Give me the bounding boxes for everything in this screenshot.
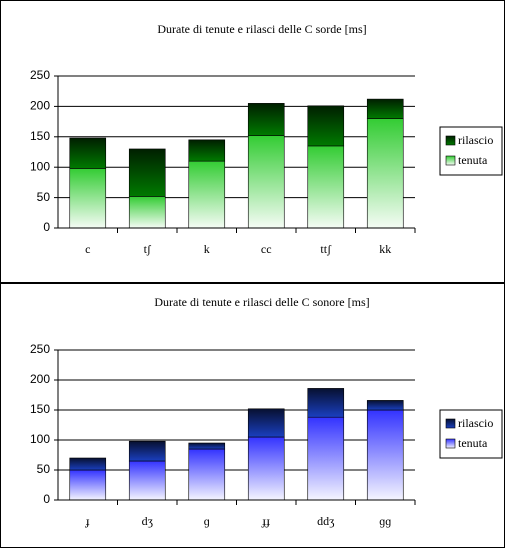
y-tick-label: 200 <box>30 99 50 113</box>
y-tick-label: 250 <box>30 68 50 82</box>
y-tick-label: 50 <box>37 462 51 476</box>
bar-segment <box>307 388 345 418</box>
x-tick-label: ɡɡ <box>379 514 391 528</box>
legend-swatch <box>445 418 456 429</box>
y-tick-label: 50 <box>37 190 51 204</box>
legend-label: rilascio <box>458 133 493 147</box>
legend-label: tenuta <box>458 153 488 167</box>
x-tick-label: c <box>85 242 90 256</box>
bar-segment <box>247 135 285 229</box>
bar-segment <box>307 105 345 147</box>
bar-segment <box>69 168 107 229</box>
bar-segment <box>188 160 226 229</box>
legend-swatch <box>445 155 456 166</box>
y-tick-label: 0 <box>43 220 50 234</box>
x-tick-label: ddʒ <box>317 514 334 528</box>
legend-label: rilascio <box>458 416 493 430</box>
x-tick-label: kk <box>379 242 391 256</box>
bar-segment <box>366 98 404 119</box>
x-tick-label: ttʃ <box>320 242 332 256</box>
y-tick-label: 250 <box>30 342 50 356</box>
legend <box>439 126 503 176</box>
x-tick-label: ɡ <box>204 514 210 528</box>
bar-segment <box>128 460 166 501</box>
bar-segment <box>307 416 345 501</box>
bar-segment <box>366 409 404 501</box>
bar-segment <box>366 118 404 229</box>
chart-title: Durate di tenute e rilasci delle C sorde… <box>157 22 366 36</box>
bar-segment <box>128 440 166 462</box>
chart-title: Durate di tenute e rilasci delle C sonor… <box>154 295 369 309</box>
bar-segment <box>366 400 404 411</box>
bar-segment <box>69 137 107 169</box>
legend-swatch <box>445 135 456 146</box>
bar-segment <box>247 408 285 438</box>
x-tick-label: dʒ <box>142 514 153 528</box>
y-tick-label: 150 <box>30 129 50 143</box>
legend <box>439 409 503 459</box>
y-tick-label: 150 <box>30 402 50 416</box>
bar-segment <box>128 196 166 229</box>
bar-segment <box>307 145 345 229</box>
bar-segment <box>247 436 285 501</box>
bar-segment <box>188 448 226 501</box>
y-tick-label: 200 <box>30 372 50 386</box>
legend-swatch <box>445 438 456 449</box>
bar-segment <box>247 103 285 136</box>
bar-segment <box>188 442 226 450</box>
x-tick-label: tʃ <box>144 242 152 256</box>
bar-segment <box>188 139 226 162</box>
y-tick-label: 100 <box>30 159 50 173</box>
x-tick-label: ɟɟ <box>261 514 270 528</box>
bar-segment <box>128 148 166 197</box>
x-tick-label: ɟ <box>85 514 90 528</box>
x-tick-label: cc <box>261 242 272 256</box>
bar-segment <box>69 457 107 471</box>
y-tick-label: 0 <box>43 492 50 506</box>
bar-segment <box>69 469 107 501</box>
x-tick-label: k <box>204 242 210 256</box>
legend-label: tenuta <box>458 436 488 450</box>
y-tick-label: 100 <box>30 432 50 446</box>
